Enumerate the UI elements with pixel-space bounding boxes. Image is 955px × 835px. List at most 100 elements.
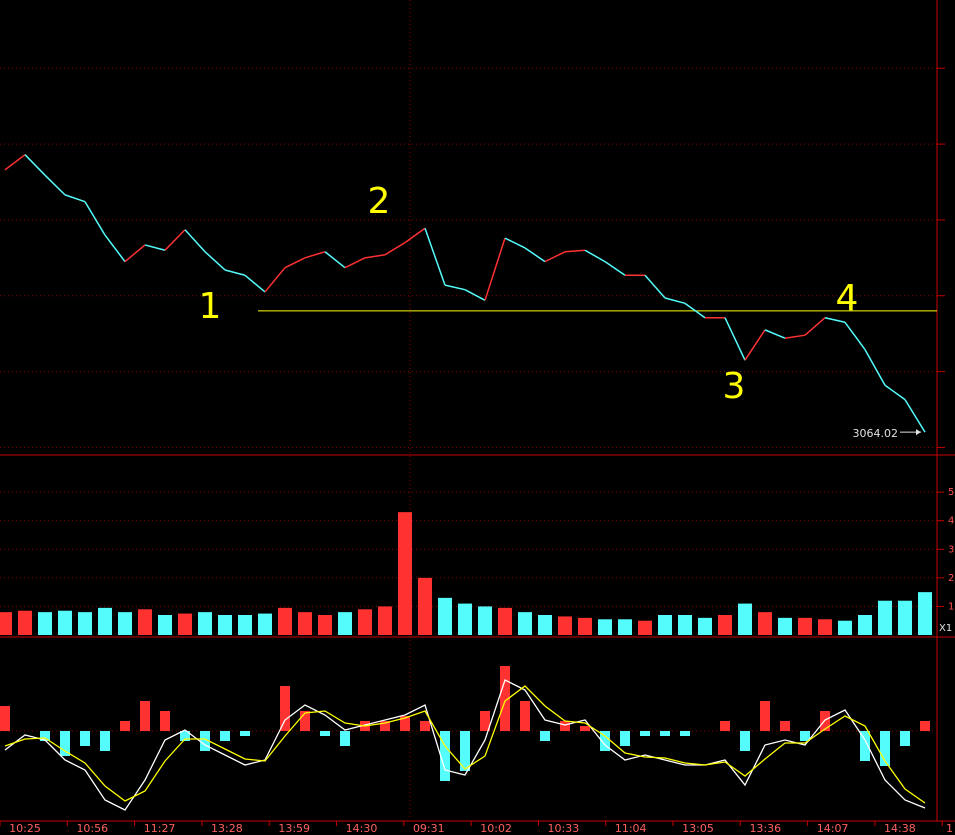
macd-bar: [520, 701, 530, 731]
price-segment: [744, 329, 766, 361]
volume-bar: [418, 577, 432, 635]
price-segment: [324, 251, 346, 269]
price-segment: [204, 251, 226, 271]
price-segment: [844, 321, 866, 351]
y-tick-label: 5: [948, 487, 954, 498]
wave-annotation: 1: [199, 286, 222, 327]
macd-bar: [440, 731, 450, 781]
volume-bar: [818, 619, 832, 635]
macd-bar: [380, 721, 390, 731]
x-tick-label: 13:36: [749, 822, 781, 835]
volume-bar: [198, 612, 212, 635]
volume-bar: [538, 615, 552, 635]
volume-bar: [318, 615, 332, 635]
macd-bar: [80, 731, 90, 746]
macd-bar: [660, 731, 670, 736]
macd-bar: [420, 721, 430, 731]
x-tick-label: 13:59: [278, 822, 310, 835]
macd-bar: [600, 731, 610, 751]
macd-bar: [760, 701, 770, 731]
price-segment: [584, 249, 606, 263]
price-segment: [364, 254, 386, 259]
volume-bar: [898, 600, 912, 635]
volume-bar: [678, 615, 692, 635]
volume-bar: [618, 619, 632, 635]
x-tick-label: 14:30: [346, 822, 378, 835]
y-tick-label: 4: [948, 516, 954, 527]
volume-bar: [38, 612, 52, 635]
x-tick-label: 10:02: [480, 822, 512, 835]
price-segment: [564, 249, 586, 253]
macd-bar: [920, 721, 930, 731]
volume-bar: [558, 616, 572, 635]
volume-bar: [738, 603, 752, 635]
price-segment: [684, 302, 706, 319]
x-tick-label: 10:25: [9, 822, 41, 835]
price-segment: [184, 229, 206, 253]
volume-bar: [478, 606, 492, 635]
x-tick-label: 10:56: [76, 822, 108, 835]
volume-bar: [338, 612, 352, 635]
volume-bar: [358, 609, 372, 635]
price-segment: [424, 228, 446, 286]
volume-bar: [458, 603, 472, 635]
price-segment: [784, 334, 806, 339]
volume-bar: [638, 620, 652, 635]
price-segment: [284, 257, 306, 269]
macd-bar: [480, 711, 490, 731]
x-tick-label: 09:31: [413, 822, 445, 835]
y-tick-label: 1: [948, 601, 954, 612]
volume-bar: [798, 617, 812, 635]
price-segment: [264, 267, 286, 293]
volume-bar: [758, 612, 772, 635]
volume-bar: [58, 610, 72, 635]
macd-bar: [560, 721, 570, 731]
macd-bar: [860, 731, 870, 761]
price-segment: [144, 244, 166, 251]
price-segment: [444, 284, 466, 291]
price-segment: [524, 247, 546, 263]
last-price-arrowhead: [916, 429, 921, 436]
price-segment: [124, 244, 146, 263]
volume-bar: [118, 612, 132, 635]
price-segment: [864, 349, 886, 386]
macd-bar: [720, 721, 730, 731]
price-segment: [544, 251, 566, 263]
volume-bar: [438, 597, 452, 635]
macd-bar: [140, 701, 150, 731]
macd-bar: [460, 731, 470, 771]
price-segment: [464, 289, 486, 301]
macd-bar: [680, 731, 690, 736]
volume-bar: [278, 607, 292, 635]
price-segment: [664, 297, 686, 305]
volume-bar: [698, 617, 712, 635]
price-segment: [764, 329, 786, 339]
x-tick-label: 13:28: [211, 822, 243, 835]
price-segment: [904, 399, 926, 433]
volume-bar: [778, 617, 792, 635]
price-segment: [224, 269, 246, 276]
macd-bar: [160, 711, 170, 731]
x-tick-label: 13:05: [682, 822, 714, 835]
macd-bar: [60, 731, 70, 756]
volume-bar: [918, 592, 932, 635]
macd-bar: [640, 731, 650, 736]
macd-dea-line: [4, 685, 926, 804]
volume-bar: [238, 615, 252, 635]
volume-bar: [98, 607, 112, 635]
volume-bar: [218, 615, 232, 635]
price-segment: [24, 154, 46, 176]
macd-bar: [40, 731, 50, 741]
volume-bar: [718, 615, 732, 635]
macd-bar: [200, 731, 210, 751]
macd-bar: [780, 721, 790, 731]
macd-bar: [100, 731, 110, 751]
volume-bar: [158, 615, 172, 635]
volume-bar: [878, 600, 892, 635]
price-segment: [84, 201, 106, 236]
x-tick-label: 14:07: [817, 822, 849, 835]
price-segment: [804, 317, 826, 336]
y-tick-label: 3: [948, 544, 954, 555]
price-segment: [404, 227, 426, 244]
price-segment: [484, 237, 506, 301]
